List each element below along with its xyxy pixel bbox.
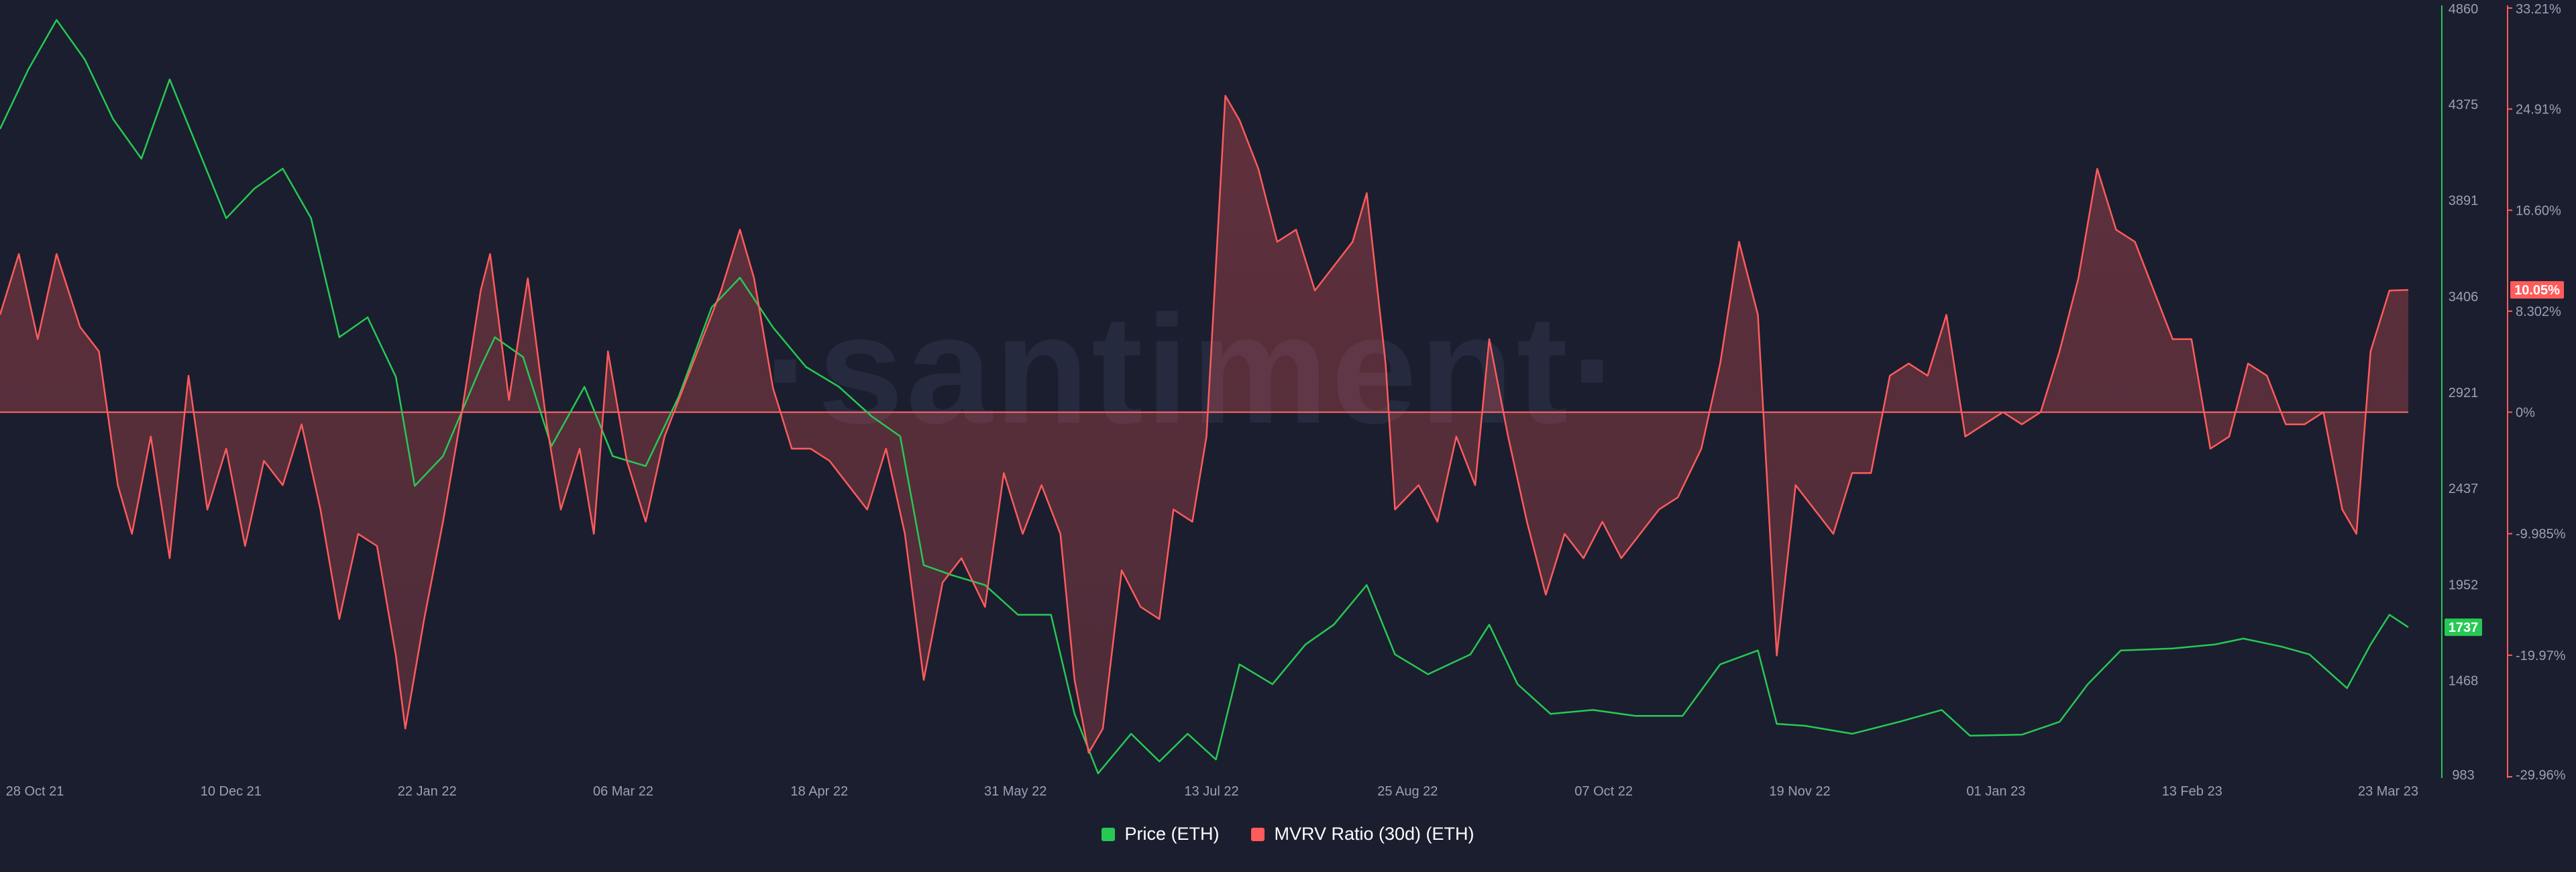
mvrv-tick-label: 16.60% — [2516, 203, 2561, 218]
price-line — [0, 19, 2409, 775]
mvrv-tick-label: 8.302% — [2516, 305, 2561, 319]
mvrv-axis-ticks: 33.21% 24.91% 16.60% 8.302% 0% -9.985% -19.97%… — [2508, 2, 2566, 783]
date-tick-label: 10 Dec 21 — [201, 784, 262, 799]
mvrv-line — [0, 95, 2409, 754]
current-mvrv-badge: 10.05% — [2510, 281, 2564, 299]
price-axis-ticks: 4860 4375 3891 3406 2921 2437 1952 1468 983 — [2449, 2, 2479, 783]
price-tick-label: 3406 — [2449, 290, 2479, 305]
date-tick-label: 25 Aug 22 — [1377, 784, 1438, 799]
legend-item-price[interactable]: Price (ETH) — [1102, 824, 1219, 844]
legend-label-mvrv: MVRV Ratio (30d) (ETH) — [1274, 824, 1474, 844]
series-layer — [0, 19, 2409, 775]
legend: Price (ETH) MVRV Ratio (30d) (ETH) — [0, 824, 2576, 844]
price-tick-label: 983 — [2452, 768, 2474, 783]
date-tick-label: 01 Jan 23 — [1966, 784, 2025, 799]
mvrv-tick-label: 33.21% — [2516, 2, 2561, 17]
current-price-badge: 1737 — [2445, 618, 2482, 637]
mvrv-tick-label: 0% — [2516, 405, 2535, 420]
legend-item-mvrv[interactable]: MVRV Ratio (30d) (ETH) — [1251, 824, 1474, 844]
mvrv-area-layer — [0, 95, 2408, 753]
price-tick-label: 1468 — [2449, 674, 2479, 689]
date-tick-label: 18 Apr 22 — [791, 784, 849, 799]
legend-label-price: Price (ETH) — [1124, 824, 1220, 844]
date-tick-label: 31 May 22 — [984, 784, 1046, 799]
price-tick-label: 2921 — [2449, 386, 2479, 400]
date-tick-label: 19 Nov 22 — [1769, 784, 1830, 799]
price-swatch-icon — [1102, 827, 1116, 841]
date-tick-label: 13 Jul 22 — [1184, 784, 1238, 799]
price-tick-label: 1952 — [2449, 578, 2479, 593]
date-tick-label: 06 Mar 22 — [593, 784, 653, 799]
date-axis-ticks: 28 Oct 21 10 Dec 21 22 Jan 22 06 Mar 22 18 A… — [6, 784, 2418, 799]
price-tick-label: 4375 — [2449, 97, 2479, 112]
current-price-label: 1737 — [2449, 620, 2479, 635]
price-tick-label: 3891 — [2449, 193, 2479, 208]
date-tick-label: 07 Oct 22 — [1574, 784, 1633, 799]
mvrv-tick-label: -29.96% — [2516, 768, 2566, 783]
date-tick-label: 28 Oct 21 — [6, 784, 64, 799]
date-tick-label: 13 Feb 23 — [2162, 784, 2222, 799]
date-tick-label: 22 Jan 22 — [398, 784, 457, 799]
date-tick-label: 23 Mar 23 — [2358, 784, 2418, 799]
mvrv-tick-label: 24.91% — [2516, 103, 2561, 117]
mvrv-tick-label: -19.97% — [2516, 649, 2566, 663]
price-tick-label: 2437 — [2449, 482, 2479, 496]
mvrv-tick-label: -9.985% — [2516, 527, 2566, 542]
price-tick-label: 4860 — [2449, 2, 2479, 17]
mvrv-area — [0, 95, 2408, 753]
mvrv-swatch-icon — [1251, 827, 1265, 841]
current-mvrv-label: 10.05% — [2514, 283, 2560, 298]
